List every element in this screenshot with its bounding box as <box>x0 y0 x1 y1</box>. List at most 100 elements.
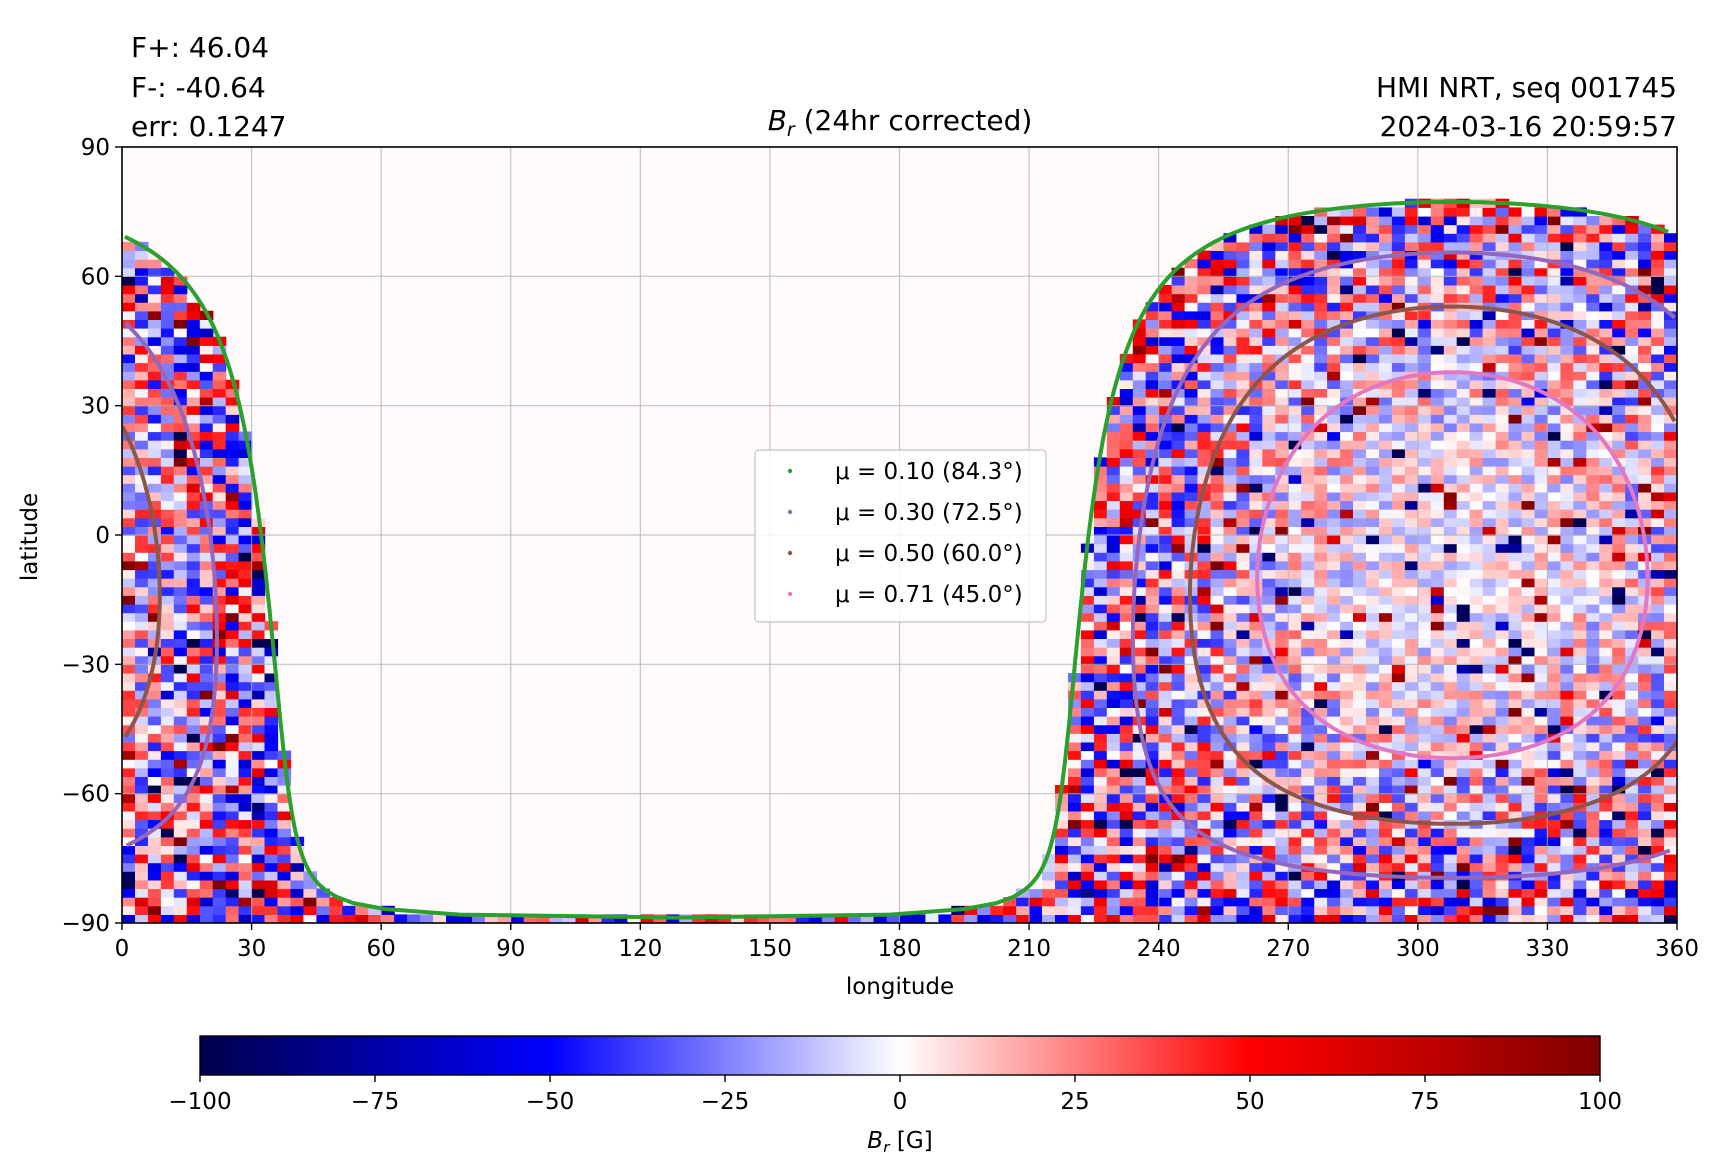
field-cell <box>160 310 175 320</box>
field-cell <box>1456 353 1471 364</box>
field-cell <box>1236 664 1250 674</box>
field-cell <box>1534 448 1549 458</box>
field-cell <box>1379 621 1393 631</box>
field-cell <box>1456 414 1471 424</box>
field-cell <box>212 664 227 674</box>
field-cell <box>1106 509 1121 519</box>
field-cell <box>1625 259 1639 269</box>
field-cell <box>1249 440 1263 450</box>
field-cell <box>1093 655 1108 665</box>
field-cell <box>1625 517 1639 527</box>
field-cell <box>1132 595 1147 605</box>
field-cell <box>1625 698 1639 708</box>
field-cell <box>1469 569 1484 579</box>
field-cell <box>186 319 201 329</box>
field-cell <box>1443 664 1458 674</box>
field-cell <box>1093 690 1108 700</box>
field-cell <box>1625 707 1639 717</box>
field-cell <box>225 414 240 424</box>
field-cell <box>1586 405 1600 415</box>
field-cell <box>1119 707 1134 717</box>
field-cell <box>225 888 240 898</box>
field-cell <box>1366 353 1380 364</box>
field-cell <box>1353 612 1367 622</box>
field-cell <box>1404 474 1419 484</box>
field-cell <box>1599 810 1613 821</box>
field-cell <box>1404 569 1419 579</box>
field-cell <box>1456 810 1471 821</box>
field-cell <box>135 724 149 734</box>
field-cell <box>1262 319 1276 329</box>
field-cell <box>1404 328 1419 338</box>
field-cell <box>1560 345 1574 355</box>
field-cell <box>1197 552 1212 562</box>
field-cell <box>1288 414 1302 424</box>
field-cell <box>1599 767 1613 777</box>
field-cell <box>1560 474 1574 484</box>
field-cell <box>1301 888 1315 898</box>
field-cell <box>1210 879 1225 890</box>
field-cell <box>1586 845 1600 855</box>
field-cell <box>1158 888 1173 898</box>
field-cell <box>238 759 253 769</box>
field-cell <box>212 871 227 881</box>
field-cell <box>1197 595 1212 605</box>
field-cell <box>1340 578 1354 588</box>
field-cell <box>1236 793 1250 803</box>
field-cell <box>1106 845 1121 855</box>
field-cell <box>1106 810 1121 821</box>
field-cell <box>1469 310 1484 320</box>
field-cell <box>238 509 253 519</box>
field-cell <box>1301 724 1315 734</box>
field-cell <box>122 310 136 320</box>
field-cell <box>147 862 162 872</box>
field-cell <box>1171 310 1186 320</box>
field-cell <box>225 457 240 467</box>
field-cell <box>1171 509 1186 519</box>
field-cell <box>1353 379 1367 389</box>
field-cell <box>1586 543 1600 553</box>
field-cell <box>1210 560 1225 571</box>
field-cell <box>1262 733 1276 743</box>
field-cell <box>1430 612 1445 622</box>
field-cell <box>1275 698 1289 708</box>
field-cell <box>264 819 279 829</box>
field-cell <box>1158 569 1173 579</box>
field-cell <box>1482 733 1497 743</box>
field-cell <box>147 422 162 433</box>
field-cell <box>186 293 201 303</box>
field-cell <box>1249 819 1263 829</box>
field-cell <box>1391 371 1406 381</box>
field-cell <box>1366 543 1380 553</box>
field-cell <box>1430 440 1445 450</box>
field-cell <box>1638 638 1652 648</box>
field-cell <box>1495 302 1510 312</box>
field-cell <box>1482 267 1497 277</box>
field-cell <box>1612 526 1626 536</box>
field-cell <box>1664 664 1677 674</box>
field-cell <box>1469 767 1484 777</box>
field-cell <box>1275 716 1289 726</box>
field-cell <box>1560 802 1574 812</box>
field-cell <box>1314 793 1328 803</box>
field-cell <box>1379 302 1393 312</box>
field-cell <box>1638 586 1652 596</box>
field-cell <box>1080 733 1095 743</box>
field-cell <box>1301 345 1315 355</box>
field-cell <box>1560 604 1574 614</box>
field-cell <box>1262 897 1276 907</box>
field-cell <box>1625 345 1639 355</box>
field-cell <box>1469 233 1484 243</box>
field-cell <box>1651 836 1665 846</box>
field-cell <box>1327 759 1341 769</box>
field-cell <box>1210 491 1225 502</box>
field-cell <box>1301 638 1315 648</box>
field-cell <box>1288 293 1302 303</box>
field-cell <box>1249 776 1263 786</box>
field-cell <box>1210 905 1225 915</box>
field-cell <box>1482 293 1497 303</box>
field-cell <box>1573 862 1587 872</box>
field-cell <box>1599 905 1613 915</box>
field-cell <box>1599 759 1613 769</box>
field-cell <box>1327 741 1341 752</box>
